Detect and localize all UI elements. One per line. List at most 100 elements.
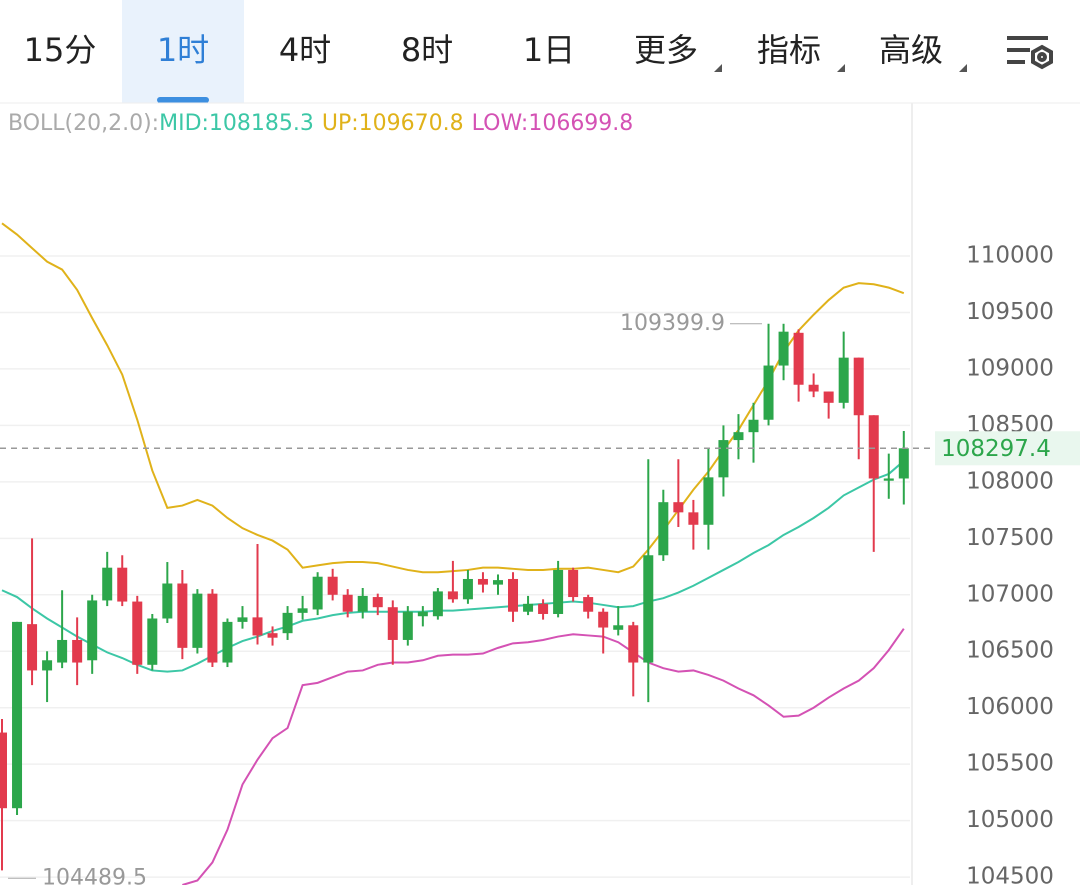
- candle-body: [372, 597, 383, 608]
- candle-body: [102, 567, 113, 601]
- active-tab-indicator: [157, 97, 209, 103]
- candle-body: [192, 593, 203, 648]
- tab[interactable]: 1时: [157, 31, 209, 69]
- candle-body: [613, 625, 624, 630]
- y-tick-label: 105500: [966, 751, 1054, 777]
- candle-body: [282, 612, 293, 634]
- candle-body: [868, 415, 879, 479]
- candle-body: [568, 569, 579, 598]
- tab[interactable]: 1日: [523, 31, 575, 69]
- candle-body: [628, 625, 639, 663]
- candle-body: [417, 611, 428, 617]
- candle-body: [808, 384, 819, 392]
- candle-body: [778, 331, 789, 366]
- candle-body: [748, 419, 759, 433]
- icon-hex: [1031, 44, 1053, 70]
- tab[interactable]: 指标: [757, 31, 821, 69]
- candle-body: [132, 601, 143, 665]
- candle-body: [12, 621, 23, 809]
- candle-body: [688, 512, 699, 525]
- candle-body: [237, 617, 248, 622]
- candle-body: [583, 597, 594, 612]
- candle-body: [252, 617, 263, 636]
- candle-body: [492, 580, 503, 585]
- candle-body: [538, 603, 549, 614]
- candle-body: [718, 440, 729, 478]
- candle-body: [477, 578, 488, 585]
- y-tick-label: 108000: [966, 468, 1054, 494]
- candle-body: [0, 732, 7, 809]
- candle-body: [162, 583, 173, 619]
- candle-body: [57, 639, 68, 663]
- dropdown-arrow: [837, 64, 845, 72]
- tab[interactable]: 更多: [634, 31, 698, 69]
- candle-body: [312, 576, 323, 610]
- candle-body: [733, 432, 744, 441]
- candle-body: [658, 502, 669, 556]
- plot: [0, 222, 910, 885]
- y-tick-label: 109000: [966, 355, 1054, 381]
- y-tick-label: 106000: [966, 694, 1054, 720]
- candle-body: [207, 593, 218, 663]
- settings-icon[interactable]: [1007, 36, 1053, 70]
- legend-entry: LOW:106699.8: [472, 111, 634, 136]
- y-tick-label: 107500: [966, 525, 1054, 551]
- candle-body: [297, 608, 308, 613]
- candle-body: [883, 478, 894, 481]
- candle-body: [177, 583, 188, 648]
- last-price-label: 108297.4: [941, 436, 1051, 462]
- band-line: [182, 628, 905, 885]
- candle-body: [853, 357, 864, 416]
- candle-body: [387, 607, 398, 640]
- candle-body: [447, 591, 458, 600]
- candle-body: [342, 594, 353, 612]
- last-price-box: [935, 431, 1080, 466]
- candle-body: [42, 660, 53, 671]
- y-tick-label: 104500: [966, 864, 1054, 885]
- legend-entry: MID:108185.3: [159, 111, 314, 136]
- tab[interactable]: 8时: [401, 31, 453, 69]
- candle-body: [432, 591, 443, 617]
- active-tab-bg: [122, 0, 244, 103]
- candle-body: [327, 576, 338, 595]
- dropdown-arrow: [714, 64, 722, 72]
- dropdown-arrow: [959, 64, 967, 72]
- candle-body: [703, 477, 714, 525]
- candle-body: [598, 611, 609, 628]
- y-tick-label: 110000: [966, 243, 1054, 269]
- candle-body: [553, 569, 564, 614]
- candle-body: [838, 357, 849, 403]
- y-tick-label: 106500: [966, 638, 1054, 664]
- tab[interactable]: 高级: [879, 31, 943, 69]
- candle-body: [898, 448, 909, 479]
- tab[interactable]: 4时: [279, 31, 331, 69]
- candle-body: [462, 578, 473, 600]
- high-label: 109399.9: [620, 311, 725, 336]
- indicator-legend: BOLL(20,2.0):MID:108185.3 UP:109670.8 LOW:…: [8, 111, 633, 136]
- candle-body: [357, 595, 368, 612]
- tab[interactable]: 15分: [24, 31, 97, 69]
- y-tick-label: 109500: [966, 299, 1054, 325]
- candle-body: [643, 555, 654, 663]
- candle-body: [147, 618, 158, 665]
- low-label: 104489.5: [42, 865, 147, 885]
- candle-body: [117, 567, 128, 602]
- icon-dot: [1037, 52, 1047, 62]
- legend-entry: UP:109670.8: [322, 111, 464, 136]
- candle-body: [763, 365, 774, 420]
- candle-body: [402, 611, 413, 640]
- candle-body: [222, 621, 233, 663]
- y-tick-label: 107000: [966, 581, 1054, 607]
- y-tick-label: 105000: [966, 807, 1054, 833]
- candle-body: [523, 603, 534, 612]
- candle-body: [267, 633, 278, 638]
- candle-body: [27, 624, 38, 671]
- candle-body: [673, 502, 684, 513]
- candle-body: [72, 639, 83, 663]
- candle-body: [823, 391, 834, 403]
- candle-body: [793, 332, 804, 385]
- candle-body: [508, 578, 519, 612]
